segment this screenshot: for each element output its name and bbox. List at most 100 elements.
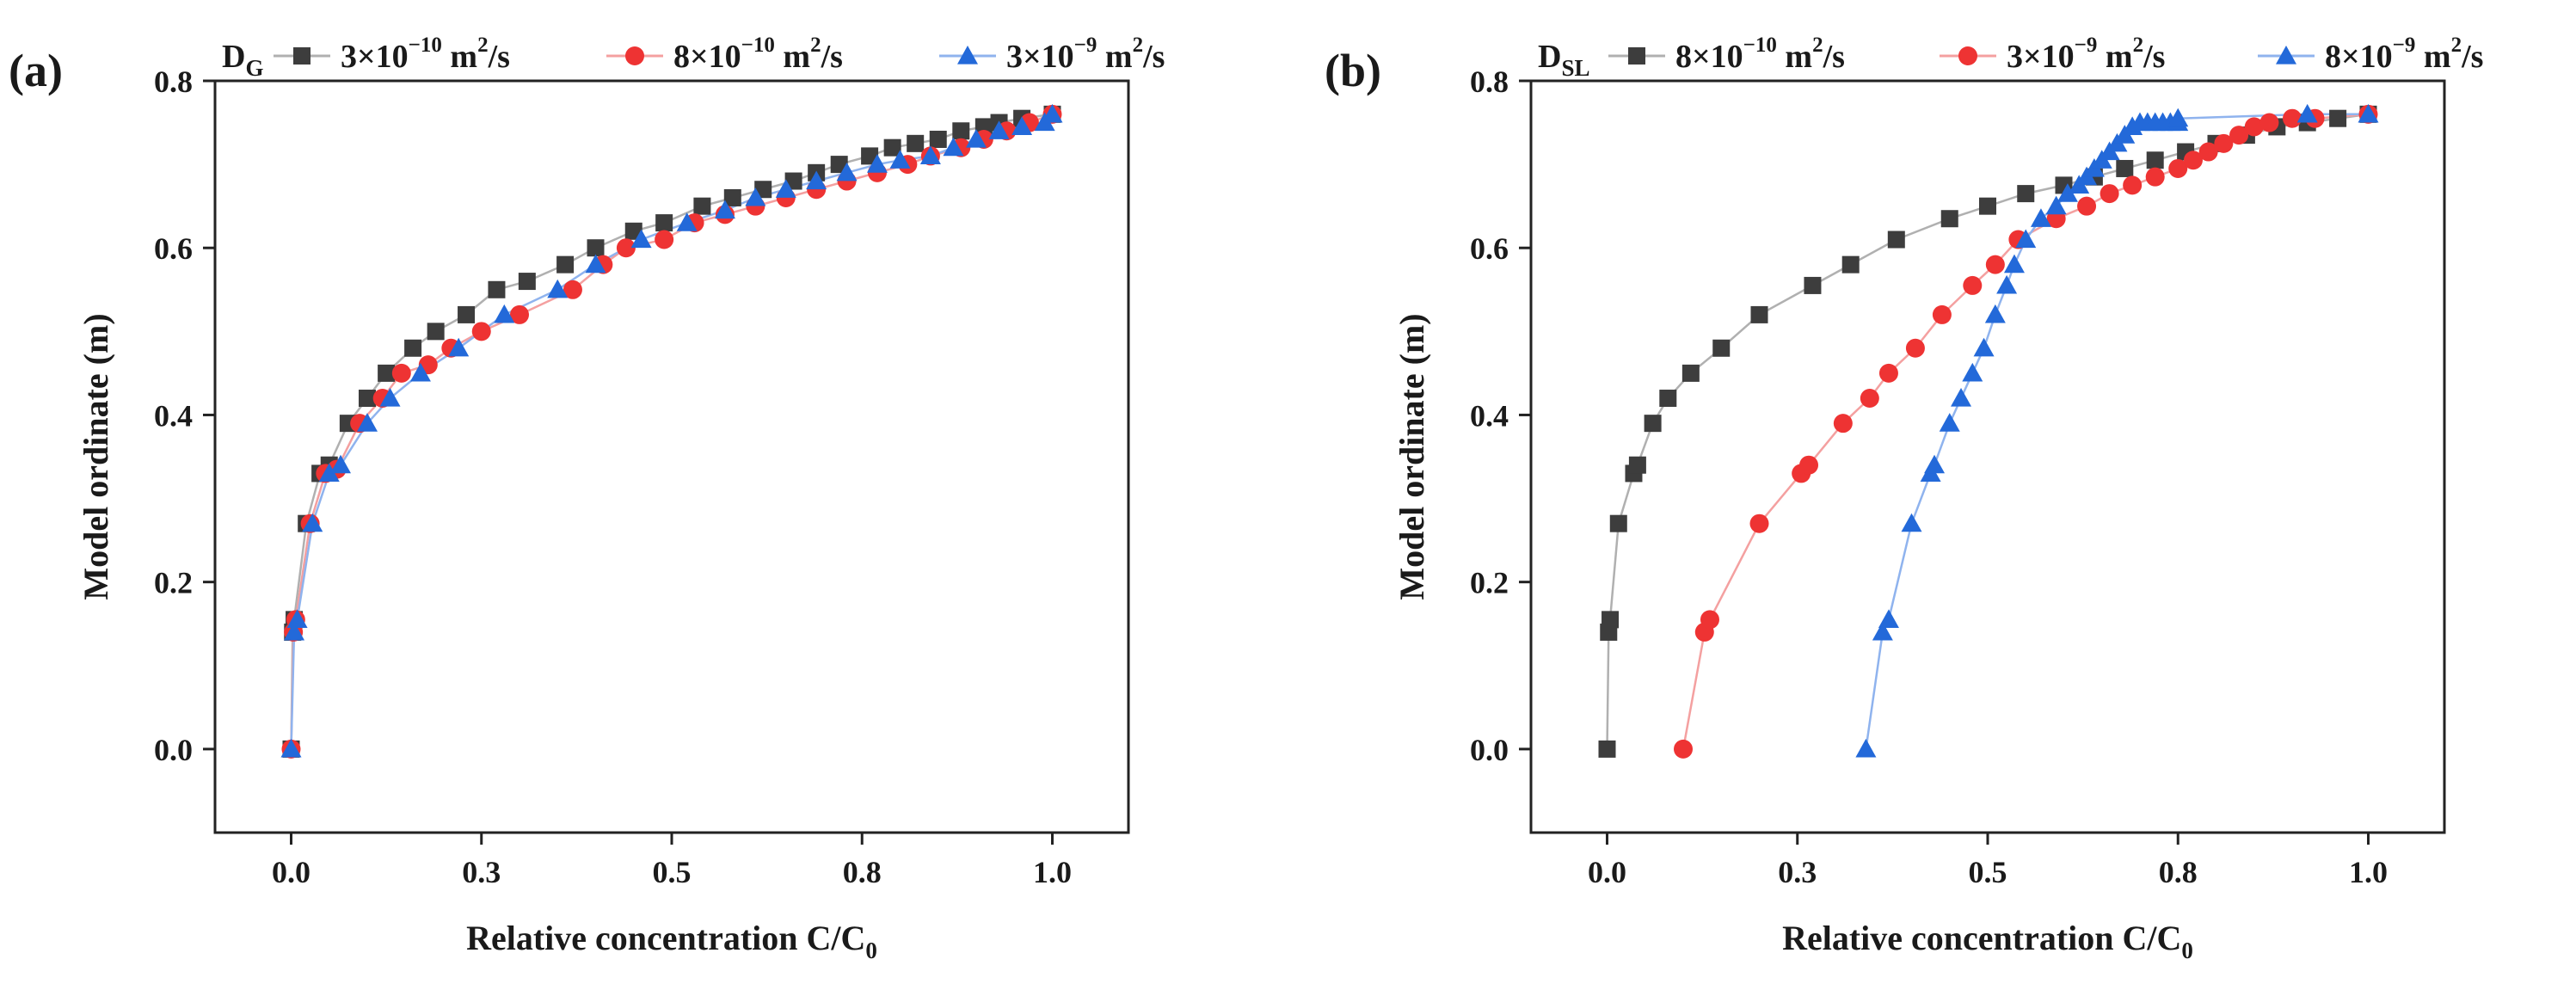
panel-0-legend-1-mantissa: 8×10 <box>673 39 741 75</box>
panel-0-legend-title-main: D <box>222 39 245 75</box>
panel-0-series-2-point-7 <box>379 388 401 407</box>
panel-0-series-0-point-11 <box>458 305 476 323</box>
panel-1-x-tick-label-1: 0.3 <box>1778 855 1817 889</box>
panel-0-legend-1-unit: m <box>775 39 810 75</box>
panel-1-series-0-point-5 <box>1628 456 1646 474</box>
panel-0-series-2-point-24 <box>966 128 987 148</box>
panel-0-series-2-point-12 <box>585 254 606 274</box>
panel-1-x-tick-label-2: 0.5 <box>1969 855 2007 889</box>
panel-1-series-2-point-3 <box>1901 513 1922 532</box>
panel-0-series-1-point-8 <box>391 363 411 383</box>
panel-0-y-axis-title: Model ordinate (m) <box>77 313 115 600</box>
panel-1-legend-2-unit-sup: 2 <box>2451 34 2462 57</box>
panel-1-series-2-line <box>1865 113 2369 750</box>
panel-1-series-1-point-8 <box>1878 363 1898 383</box>
panel-0-series-0-point-27 <box>929 130 947 148</box>
panel-0-x-axis-title-sub: 0 <box>865 938 877 963</box>
panel-1-series-0-point-16 <box>2017 185 2035 203</box>
panel-1-series-2-point-10 <box>1984 304 2006 323</box>
panel-0-x-tick-label-0: 0.0 <box>272 855 310 889</box>
panel-1-series-1-point-15 <box>2077 196 2097 216</box>
panel-0-legend-2-mantissa: 3×10 <box>1006 39 1074 75</box>
panel-1-series-1-point-11 <box>1963 275 1983 295</box>
panel-0-series-1-point-13 <box>563 280 582 299</box>
panel-0-legend-0-label: 3×10−10 m2/s <box>341 34 510 75</box>
panel-0-series-1-point-16 <box>655 230 674 249</box>
panel-1-series-1-point-0 <box>1674 739 1693 759</box>
panel-1-series-0-point-12 <box>1841 255 1860 274</box>
panel-1-series-0-point-9 <box>1712 339 1731 357</box>
panel-1-series-2-point-6 <box>1939 413 1960 432</box>
panel-0-label: (a) <box>9 45 63 96</box>
panel-0-legend: DG 3×10−10 m2/s 8×10−10 m2/s 3×10−9 m2/s <box>222 34 1165 81</box>
panel-0-series-2-point-25 <box>988 120 1010 139</box>
panel-0-series-0-point-25 <box>883 138 901 157</box>
panel-0-series-2-point-13 <box>630 229 652 249</box>
panel-1-series-0-point-2 <box>1602 611 1620 629</box>
panel-1-series-2-point-33 <box>2358 103 2379 123</box>
panel-1-legend-1-unit-sup: 2 <box>2133 34 2144 57</box>
panel-1-legend-0-exponent: −10 <box>1743 34 1777 57</box>
panel-1-series-2-point-32 <box>2296 103 2318 123</box>
panel-0-x-tick-label-4: 1.0 <box>1033 855 1072 889</box>
panel-0-legend-1-marker <box>625 46 644 65</box>
panel-1-series-1-point-20 <box>2183 151 2203 170</box>
panel-0-legend-2-unit: m <box>1097 39 1132 75</box>
panel-0-series-0-point-13 <box>518 273 536 291</box>
panel-0-series-0-point-14 <box>556 255 575 274</box>
panel-1-legend-2-unit: m <box>2415 39 2450 75</box>
panel-1-series-2-point-31 <box>2167 108 2189 127</box>
panel-0-legend-0-unit-sup: 2 <box>477 34 489 57</box>
panel-1-series-2-point-9 <box>1973 337 1995 357</box>
panel-0-plot-frame <box>213 79 1130 834</box>
panel-1-legend-0-unit-tail: /s <box>1823 39 1845 75</box>
panel-1-legend-2-label: 8×10−9 m2/s <box>2325 34 2483 75</box>
panel-0-y-tick-label-2: 0.4 <box>154 398 193 433</box>
panel-0-series-2-point-16 <box>745 187 766 206</box>
panel-1-x-axis-title: Relative concentration C/C0 <box>1782 919 2193 963</box>
panel-1-series-0-point-13 <box>1887 231 1905 249</box>
panel-0-series-2-point-4 <box>318 463 340 483</box>
panel-1-series-1-point-19 <box>2168 158 2188 178</box>
panel-0-x-tick-label-2: 0.5 <box>653 855 692 889</box>
panel-1-legend-title-sub: SL <box>1561 55 1589 81</box>
panel-1-series-0-point-10 <box>1750 305 1768 323</box>
panel-0-series-2-point-15 <box>714 200 735 219</box>
panel-0-series-2-point-10 <box>494 304 515 323</box>
panel-0-series-1-point-11 <box>471 322 491 341</box>
panel-1-x-axis-title-sub: 0 <box>2181 938 2193 963</box>
panel-1-plot-frame <box>1529 79 2446 834</box>
panel-0-y-tick-label-3: 0.6 <box>154 231 193 266</box>
panel-0-legend-0-mantissa: 3×10 <box>341 39 409 75</box>
panel-0-series-2-point-20 <box>866 154 888 173</box>
panel-0-series-2-point-21 <box>889 150 911 169</box>
panel-1-series-0-point-11 <box>1804 276 1822 294</box>
panel-1-legend-1-exponent: −9 <box>2075 34 2098 57</box>
panel-1-legend-1-marker <box>1958 46 1977 65</box>
chart-panel-0: 0.0 0.3 0.5 0.8 1.0 0.0 0.2 0.4 0.6 0.8 Relative c… <box>9 34 1165 963</box>
panel-0-legend-title-sub: G <box>245 55 263 81</box>
panel-0-series-2-point-6 <box>357 413 378 432</box>
panel-1-series-0-point-26 <box>2329 109 2347 127</box>
panel-0-series-2-line <box>290 113 1054 749</box>
panel-1-legend-title: DSL <box>1538 39 1589 81</box>
panel-0-y-tick-label-4: 0.8 <box>154 65 193 99</box>
panel-1-series-1-point-7 <box>1860 389 1879 409</box>
panel-1-y-tick-label-3: 0.6 <box>1470 231 1509 266</box>
panel-0-series-2-point-1 <box>284 621 305 641</box>
panel-1-series-2-point-0 <box>1855 738 1877 758</box>
panel-1-legend-0-unit: m <box>1777 39 1812 75</box>
panel-1-x-tick-label-4: 1.0 <box>2349 855 2388 889</box>
panel-1-series-1-point-18 <box>2145 167 2165 187</box>
panel-0-series-0-point-15 <box>587 239 605 257</box>
panel-1-series-0-point-14 <box>1940 210 1958 228</box>
panel-1-series-2-point-15 <box>2045 195 2067 215</box>
panel-1-x-tick-label-3: 0.8 <box>2159 855 2198 889</box>
panel-1-legend-title-main: D <box>1538 39 1561 75</box>
panel-0-series-2-point-23 <box>943 137 964 157</box>
panel-0-series-0-point-26 <box>907 134 925 152</box>
panel-0-x-axis-title-main: Relative concentration C/C <box>466 919 865 957</box>
panel-0-series-2-point-19 <box>836 162 858 181</box>
panel-0-legend-0-exponent: −10 <box>409 34 442 57</box>
panel-1-y-tick-label-4: 0.8 <box>1470 65 1509 99</box>
